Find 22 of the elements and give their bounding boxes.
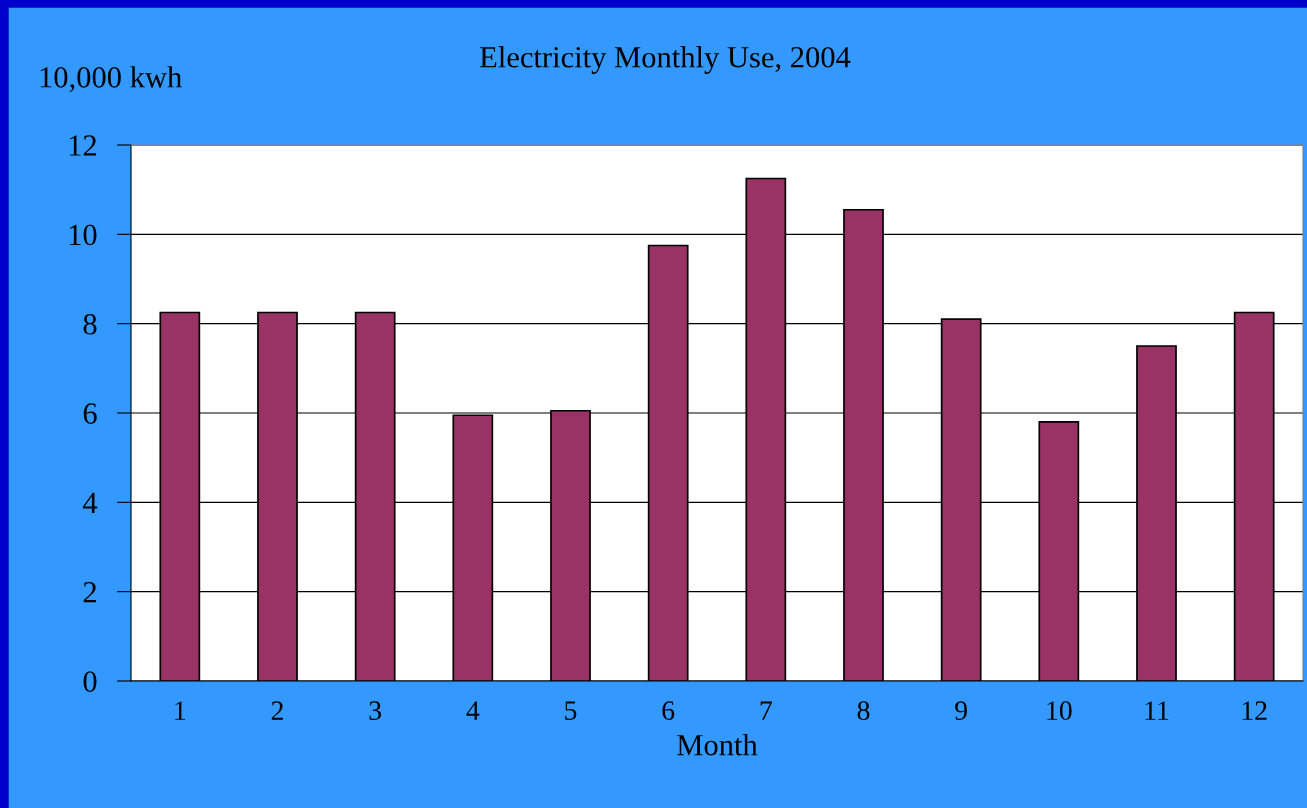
y-tick-label: 8 (83, 313, 97, 335)
y-tick-label: 2 (83, 582, 96, 603)
x-tick-label: 3 (369, 701, 382, 720)
x-axis-title: Month (677, 733, 758, 756)
x-tick-label: 2 (271, 701, 283, 720)
y-tick-label: 6 (83, 403, 97, 424)
chart-title: Electricity Monthly Use, 2004 (480, 46, 851, 74)
x-tick-label: 5 (565, 701, 577, 720)
x-tick-label: 7 (760, 701, 772, 720)
x-tick-label: 4 (466, 701, 480, 720)
y-axis-title: 10,000 kwh (40, 66, 182, 93)
x-tick-label: 12 (1242, 701, 1267, 720)
y-tick-label: 0 (83, 671, 97, 692)
y-tick-label: 10 (69, 224, 97, 246)
x-tick-label: 9 (955, 701, 967, 720)
x-tick-label: 11 (1145, 701, 1169, 720)
y-tick-label: 12 (69, 135, 96, 156)
x-tick-label: 8 (857, 701, 870, 720)
x-tick-label: 1 (175, 701, 186, 720)
x-tick-label: 6 (662, 701, 675, 720)
y-tick-label: 4 (82, 492, 98, 513)
x-tick-label: 10 (1047, 701, 1072, 720)
